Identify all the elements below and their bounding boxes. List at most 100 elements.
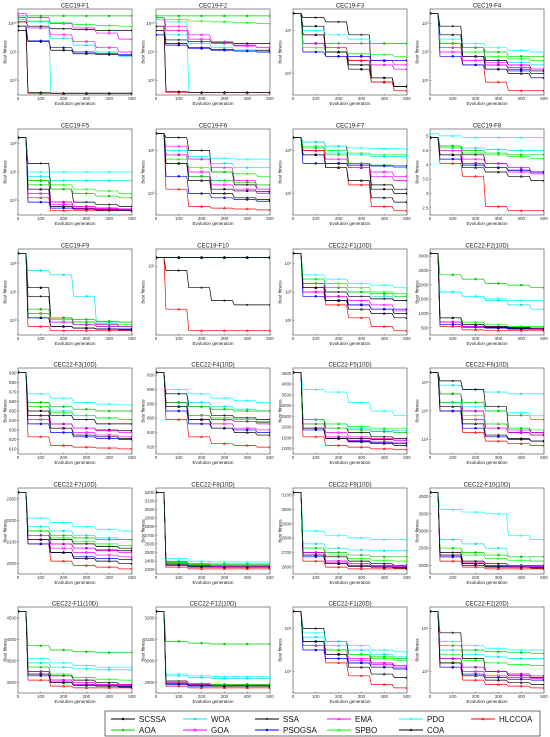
- y-tick-label: 10⁰: [10, 78, 17, 83]
- marker-aoa: [314, 146, 318, 150]
- marker-coa: [293, 609, 295, 613]
- x-tick-label: 200: [335, 96, 343, 101]
- marker-coa: [314, 32, 318, 36]
- x-tick-label: 100: [312, 694, 320, 699]
- marker-goa: [39, 418, 43, 421]
- marker-ssa: [383, 183, 386, 187]
- x-tick-label: 200: [60, 455, 68, 460]
- legend-entry-hlccoa: HLCCOA: [471, 715, 533, 724]
- marker-spbo: [542, 156, 544, 160]
- series-line-coa: [156, 610, 270, 687]
- marker-hlccoa: [496, 204, 501, 208]
- marker-hlccoa: [542, 686, 544, 689]
- marker-goa: [62, 546, 65, 550]
- marker-woa: [382, 653, 386, 656]
- x-axis-label: Evolution generation: [329, 101, 371, 106]
- marker-aoa: [200, 641, 203, 645]
- marker-hlccoa: [199, 567, 204, 570]
- marker-coa: [61, 550, 66, 554]
- series-line-hlccoa: [18, 371, 132, 450]
- marker-goa: [62, 320, 65, 324]
- marker-ssa: [108, 203, 111, 206]
- marker-spbo: [107, 321, 111, 325]
- marker-hlccoa: [405, 447, 407, 451]
- marker-aoa: [177, 14, 181, 18]
- series-line-hlccoa: [293, 371, 407, 451]
- marker-woa: [223, 162, 226, 165]
- x-axis-label: Evolution generation: [466, 460, 508, 465]
- marker-hlccoa: [481, 717, 485, 721]
- marker-ssa: [223, 299, 226, 302]
- marker-hlccoa: [199, 204, 204, 208]
- marker-woa: [193, 717, 197, 721]
- subplot-title: CEC22-F6(10D): [465, 363, 508, 369]
- marker-ema: [496, 161, 501, 165]
- marker-hlccoa: [268, 445, 270, 449]
- marker-hlccoa: [268, 567, 270, 570]
- subplot-title: CEC22-F1(10D): [328, 244, 371, 250]
- marker-pdo: [382, 409, 386, 413]
- legend-label: HLCCOA: [499, 715, 533, 724]
- series-line-pdo: [18, 491, 132, 532]
- subplot-17: CEC22-F7(10D) 0 100 200 300 400 500 Evolution g…: [3, 483, 137, 586]
- x-axis-label: Evolution generation: [192, 101, 234, 106]
- marker-scssa: [223, 187, 226, 191]
- y-tick-label: 4.5: [422, 148, 429, 153]
- marker-coa: [336, 165, 341, 169]
- marker-coa: [496, 433, 501, 437]
- y-tick-label: 10¹: [285, 28, 292, 33]
- y-tick-label: 1500: [418, 297, 429, 302]
- x-tick-label: 100: [37, 575, 45, 580]
- series-line-hlccoa: [156, 257, 270, 332]
- marker-woa: [497, 299, 500, 302]
- marker-psogsa: [39, 422, 43, 426]
- marker-pdo: [268, 560, 270, 564]
- marker-hlccoa: [519, 441, 523, 445]
- marker-coa: [314, 639, 318, 643]
- x-tick-label: 300: [495, 575, 503, 580]
- x-tick-label: 100: [175, 216, 183, 221]
- marker-hlccoa: [314, 434, 318, 438]
- series-line-coa: [293, 371, 407, 446]
- marker-coa: [199, 178, 204, 182]
- marker-goa: [39, 192, 43, 195]
- series-line-coa: [293, 252, 407, 319]
- marker-goa: [405, 565, 407, 568]
- marker-coa: [268, 565, 270, 569]
- marker-coa: [130, 685, 132, 689]
- y-tick-label: 10⁰: [10, 198, 17, 203]
- marker-aoa: [382, 430, 386, 433]
- subplot-title: CEC22-F9(10D): [328, 483, 371, 489]
- x-axis-label: Evolution generation: [329, 580, 371, 585]
- marker-coa: [61, 426, 66, 430]
- marker-aoa: [337, 286, 340, 289]
- marker-ssa: [85, 678, 88, 682]
- marker-psogsa: [451, 55, 455, 58]
- y-axis-label: Best fitness: [141, 638, 146, 662]
- marker-hlccoa: [177, 307, 181, 311]
- subplot-21: CEC22-F11(10D) 0 100 200 300 400 500 Evolution …: [3, 602, 137, 705]
- marker-coa: [107, 684, 111, 688]
- marker-spbo: [314, 45, 318, 49]
- x-tick-label: 200: [335, 455, 343, 460]
- marker-ema: [84, 546, 89, 550]
- x-tick-label: 400: [517, 216, 525, 221]
- marker-goa: [85, 551, 88, 554]
- marker-woa: [177, 149, 181, 152]
- marker-aoa: [542, 286, 544, 289]
- marker-spbo: [268, 563, 270, 567]
- x-tick-label: 0: [429, 336, 432, 341]
- marker-hlccoa: [359, 673, 364, 677]
- x-tick-label: 0: [292, 694, 295, 699]
- marker-pdo: [130, 403, 132, 407]
- marker-aoa: [39, 14, 43, 18]
- x-tick-label: 100: [449, 455, 457, 460]
- marker-ssa: [18, 20, 20, 24]
- series-line-psogsa: [156, 132, 270, 202]
- x-tick-label: 400: [243, 575, 251, 580]
- x-tick-label: 300: [221, 216, 229, 221]
- marker-woa: [245, 677, 249, 680]
- marker-pdo: [336, 32, 341, 36]
- series-line-pdo: [430, 491, 544, 540]
- marker-ema: [268, 187, 270, 191]
